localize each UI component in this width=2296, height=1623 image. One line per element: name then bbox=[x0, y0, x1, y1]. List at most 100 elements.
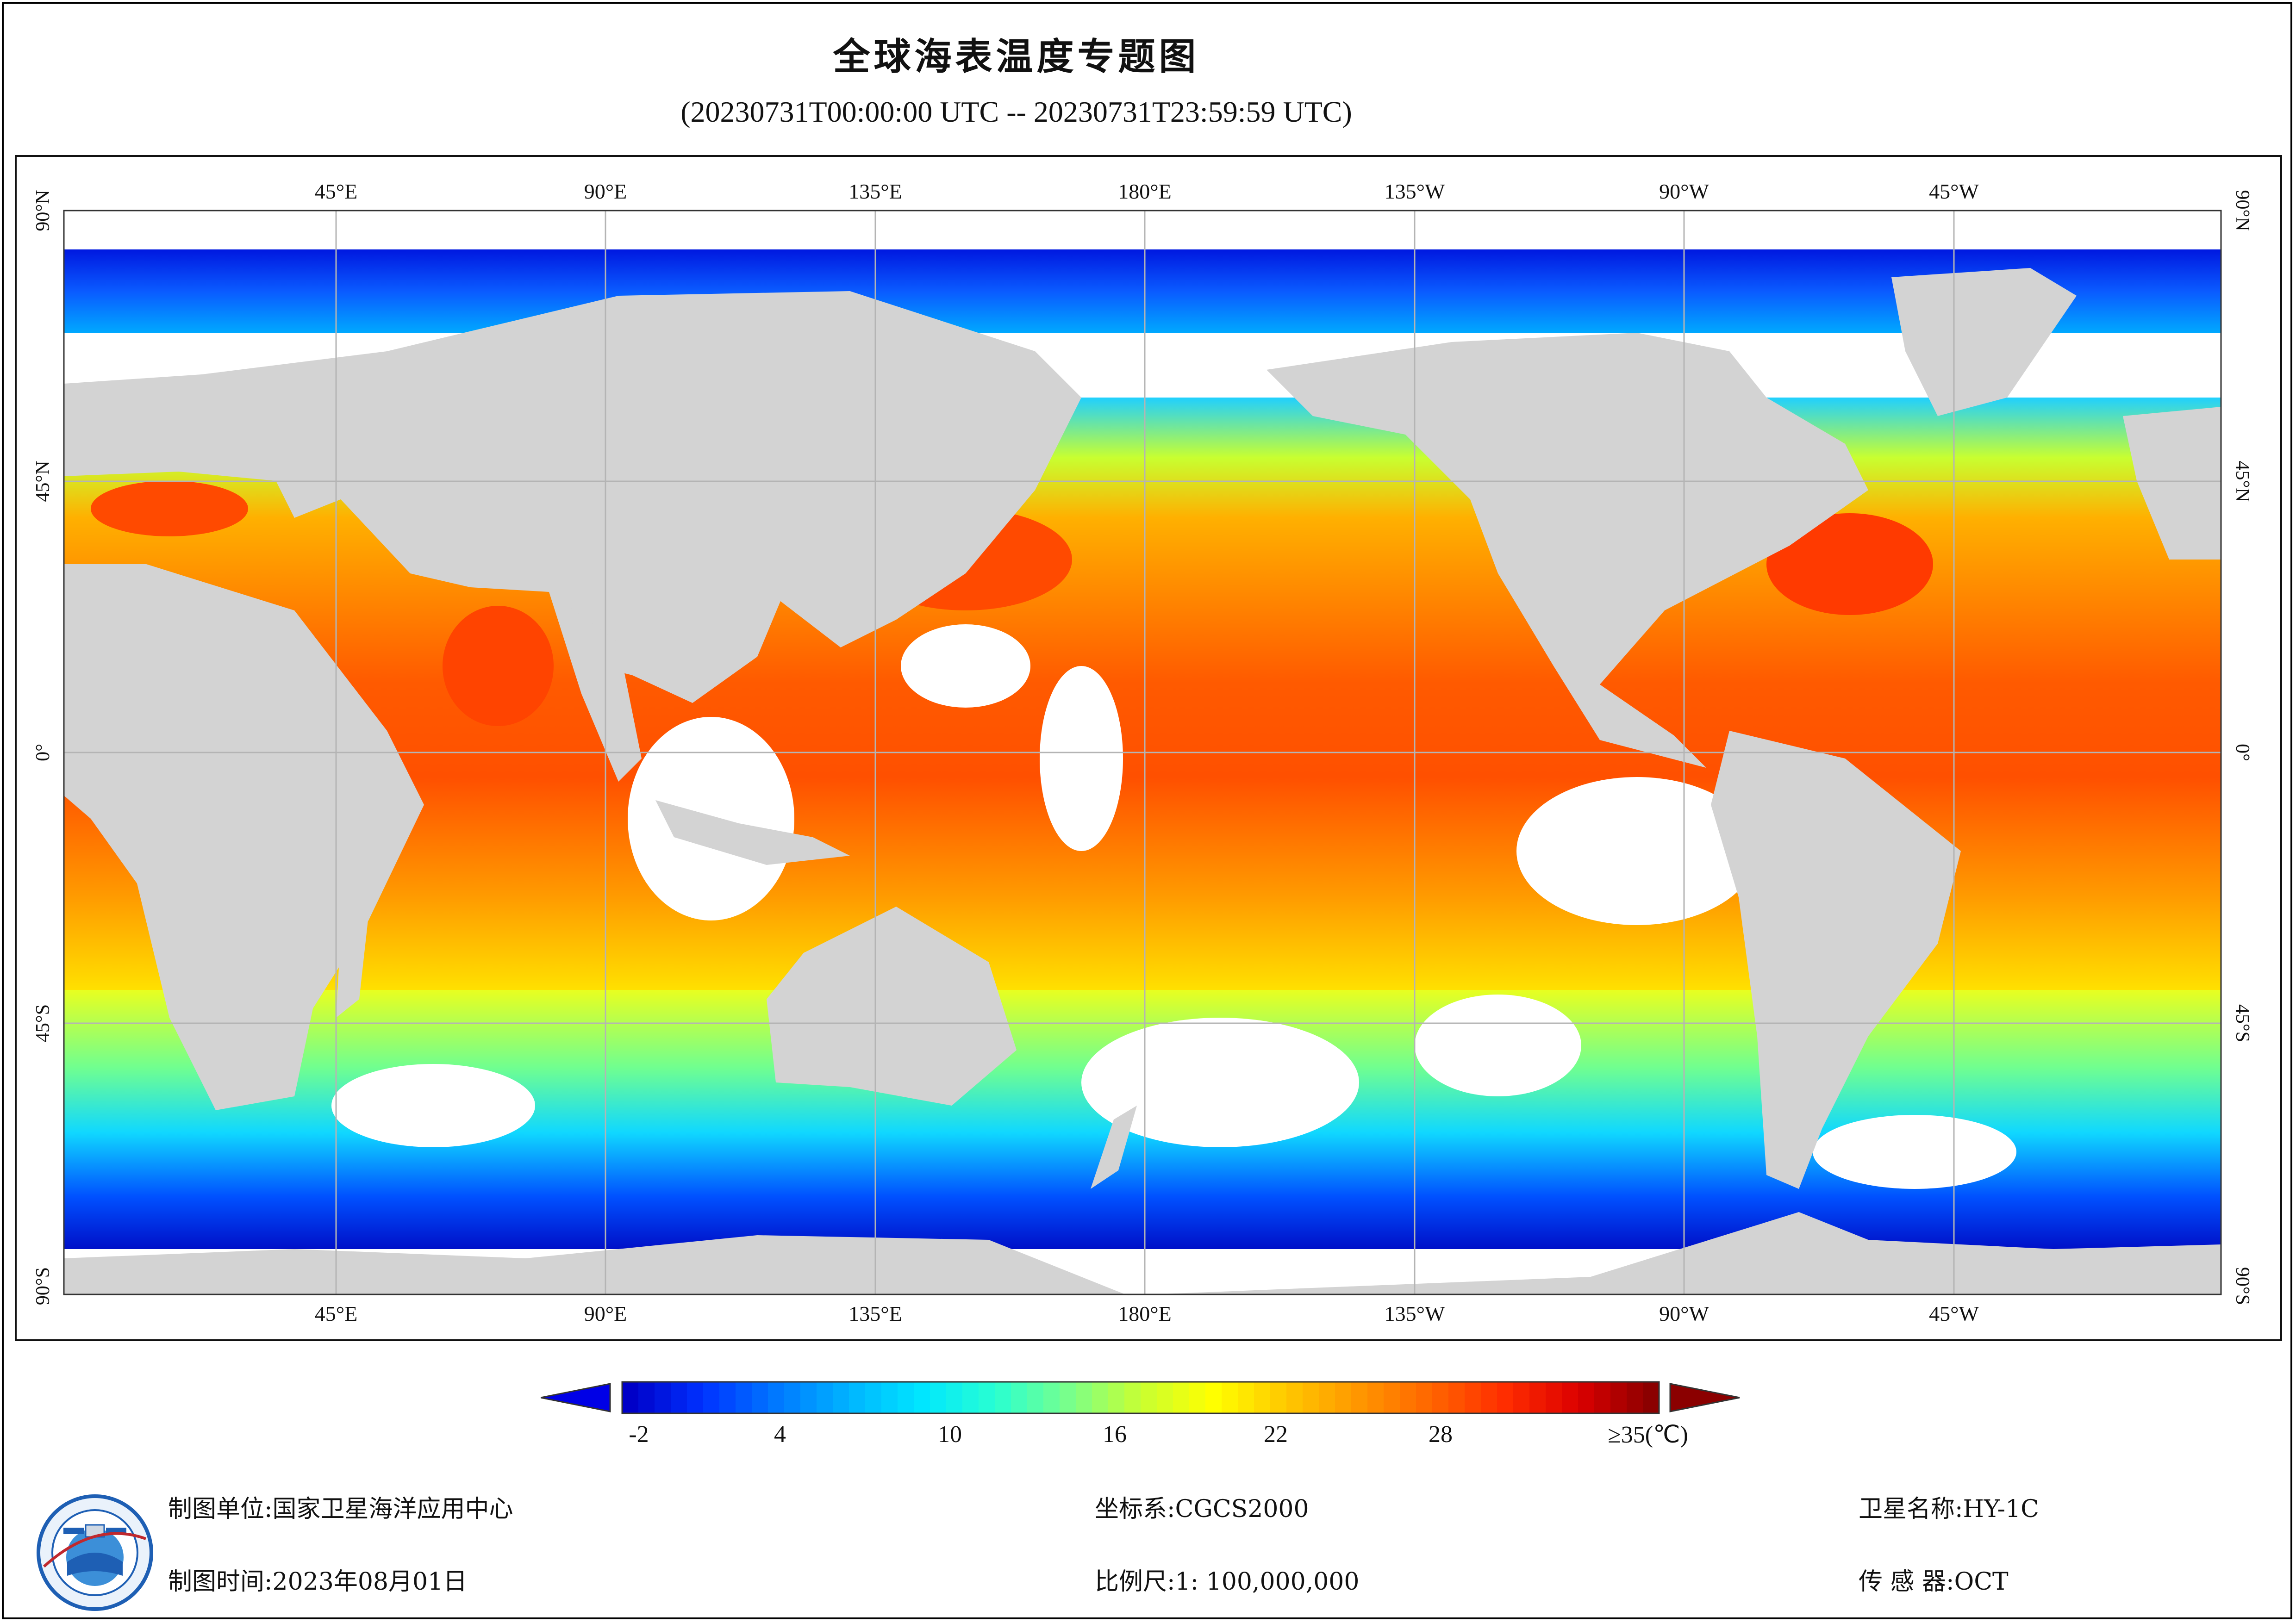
colorbar-segment bbox=[1627, 1382, 1643, 1413]
colorbar-segment bbox=[1384, 1382, 1400, 1413]
lat-labels-left: 90°N 45°N 0° 45°S 90°S bbox=[32, 190, 54, 1305]
sst-colorbar bbox=[541, 1381, 1740, 1414]
sat-label: 卫星名称: bbox=[1859, 1495, 1963, 1523]
colorbar-segment bbox=[1335, 1382, 1352, 1413]
colorbar-segments bbox=[622, 1382, 1660, 1413]
colorbar-segment bbox=[752, 1382, 768, 1413]
colorbar-segment bbox=[1367, 1382, 1384, 1413]
map-scale: 比例尺:1: 100,000,000 bbox=[1095, 1562, 1359, 1597]
colorbar-tick-label: -2 bbox=[629, 1421, 649, 1448]
lat-label: 90°N bbox=[2232, 190, 2253, 231]
colorbar-segment bbox=[1416, 1382, 1433, 1413]
colorbar-segment bbox=[768, 1382, 785, 1413]
colorbar-segment bbox=[687, 1382, 704, 1413]
colorbar-segment bbox=[622, 1382, 639, 1413]
scale-value: 1: 100,000,000 bbox=[1175, 1568, 1360, 1596]
madagascar bbox=[336, 916, 368, 1018]
colorbar-tick-label: 10 bbox=[938, 1421, 962, 1448]
satellite-name: 卫星名称:HY-1C bbox=[1859, 1489, 2039, 1524]
lat-label: 0° bbox=[2232, 744, 2253, 761]
colorbar-segment bbox=[1303, 1382, 1319, 1413]
colorbar-segment bbox=[1529, 1382, 1546, 1413]
sensor-name: 传 感 器:OCT bbox=[1859, 1562, 2009, 1597]
colorbar-segment bbox=[1157, 1382, 1173, 1413]
colorbar-segment bbox=[1043, 1382, 1060, 1413]
lat-label: 45°N bbox=[2232, 460, 2253, 502]
map-inner-border bbox=[63, 210, 2222, 1295]
colorbar-segment bbox=[1562, 1382, 1578, 1413]
coordinate-system: 坐标系:CGCS2000 bbox=[1095, 1489, 1309, 1524]
colorbar-low-arrow bbox=[541, 1383, 611, 1412]
land-layer bbox=[64, 268, 2221, 1295]
lat-label: 90°S bbox=[32, 1267, 54, 1305]
crs-value: CGCS2000 bbox=[1175, 1495, 1309, 1523]
colorbar-segment bbox=[1351, 1382, 1368, 1413]
europe-west bbox=[2123, 407, 2221, 560]
colorbar-segment bbox=[703, 1382, 720, 1413]
lat-label: 0° bbox=[32, 744, 54, 761]
lon-label: 135°E bbox=[849, 1302, 902, 1325]
time-range-subtitle: (20230731T00:00:00 UTC -- 20230731T23:59… bbox=[680, 95, 1352, 128]
lon-label: 90°E bbox=[584, 1302, 627, 1325]
lat-label: 45°S bbox=[32, 1004, 54, 1042]
colorbar-segment bbox=[719, 1382, 736, 1413]
colorbar-segment bbox=[930, 1382, 947, 1413]
colorbar-high-arrow bbox=[1669, 1383, 1740, 1412]
colorbar-segment bbox=[1011, 1382, 1028, 1413]
sensor-value: OCT bbox=[1954, 1568, 2009, 1596]
colorbar-segment bbox=[849, 1382, 866, 1413]
colorbar-segment bbox=[1513, 1382, 1530, 1413]
colorbar-segment bbox=[1286, 1382, 1303, 1413]
colorbar-segment bbox=[946, 1382, 963, 1413]
colorbar-segment bbox=[1060, 1382, 1076, 1413]
colorbar-segment bbox=[1205, 1382, 1222, 1413]
colorbar-segment bbox=[1108, 1382, 1125, 1413]
graticule bbox=[64, 211, 2221, 1294]
lon-labels-top: 45°E 90°E 135°E 180°E 135°W 90°W 45°W bbox=[315, 180, 1979, 203]
colorbar-segment bbox=[1141, 1382, 1157, 1413]
lon-label: 45°E bbox=[315, 180, 358, 203]
time-label: 制图时间: bbox=[168, 1568, 273, 1596]
lat-label: 90°N bbox=[32, 190, 54, 231]
colorbar-segment bbox=[1432, 1382, 1449, 1413]
colorbar-segment bbox=[1254, 1382, 1271, 1413]
colorbar-segment bbox=[1238, 1382, 1254, 1413]
scale-label: 比例尺: bbox=[1095, 1568, 1175, 1596]
colorbar-segment bbox=[898, 1382, 914, 1413]
colorbar-segment bbox=[1173, 1382, 1190, 1413]
colorbar-segment bbox=[1400, 1382, 1416, 1413]
lon-label: 45°W bbox=[1929, 180, 1979, 203]
colorbar-segment bbox=[1270, 1382, 1287, 1413]
sst-map[interactable]: 45°E 90°E 135°E 180°E 135°W 90°W 45°W 45… bbox=[17, 157, 2280, 1339]
colorbar-segment bbox=[671, 1382, 687, 1413]
lon-label: 180°E bbox=[1118, 1302, 1172, 1325]
new-zealand bbox=[1091, 1106, 1137, 1189]
eurasia bbox=[64, 291, 1081, 703]
colorbar-segment bbox=[865, 1382, 882, 1413]
colorbar-segment bbox=[1481, 1382, 1497, 1413]
colorbar-segment bbox=[736, 1382, 752, 1413]
colorbar-segment bbox=[1465, 1382, 1481, 1413]
lon-label: 180°E bbox=[1118, 180, 1172, 203]
lon-label: 45°E bbox=[315, 1302, 358, 1325]
mapping-time: 制图时间:2023年08月01日 bbox=[168, 1562, 467, 1597]
colorbar-unit-label: ≥35(℃) bbox=[1608, 1422, 1688, 1448]
sat-value: HY-1C bbox=[1963, 1495, 2039, 1523]
colorbar-segment bbox=[1222, 1382, 1238, 1413]
colorbar-tick-label: 16 bbox=[1103, 1421, 1127, 1448]
colorbar-segment bbox=[1497, 1382, 1514, 1413]
colorbar-segment bbox=[1610, 1382, 1627, 1413]
lon-label: 45°W bbox=[1929, 1302, 1979, 1325]
colorbar-segment bbox=[655, 1382, 671, 1413]
colorbar-segment bbox=[817, 1382, 833, 1413]
antarctica bbox=[64, 1212, 2221, 1295]
australia bbox=[767, 907, 1017, 1106]
crs-label: 坐标系: bbox=[1095, 1495, 1175, 1523]
colorbar-segment bbox=[784, 1382, 801, 1413]
south-america bbox=[1711, 731, 1961, 1189]
lon-label: 90°E bbox=[584, 180, 627, 203]
lat-labels-right: 90°N 45°N 0° 45°S 90°S bbox=[2232, 190, 2253, 1305]
colorbar-segment bbox=[1578, 1382, 1595, 1413]
colorbar-segment bbox=[833, 1382, 849, 1413]
